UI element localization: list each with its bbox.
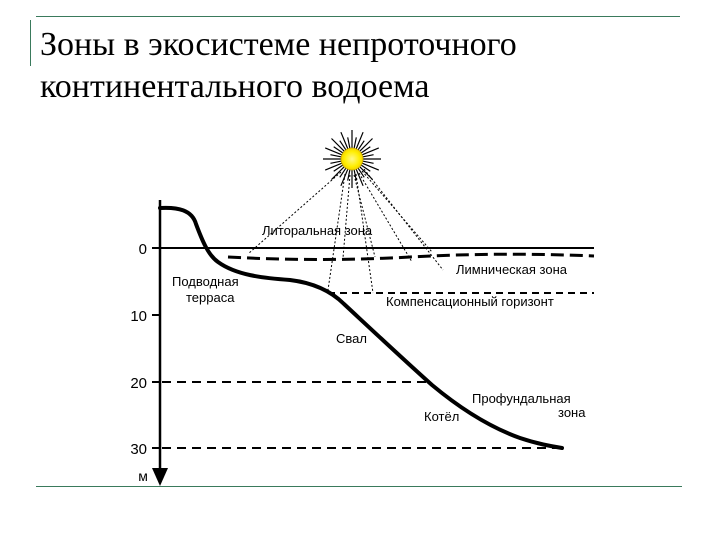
sun-ray [347, 137, 351, 150]
limnetic-zone-label: Лимническая зона [456, 262, 568, 277]
slope-label: Свал [336, 331, 367, 346]
sun-ray [357, 166, 365, 178]
limnetic-zone-boundary [227, 252, 595, 261]
sun-ray [359, 164, 371, 172]
sun-ray [324, 162, 343, 171]
sun-ray [339, 140, 347, 152]
tick-label-0: 0 [139, 241, 147, 258]
tick-label-30: 30 [130, 441, 147, 458]
profundal-label-line1: Профундальная [472, 391, 571, 406]
sun-ray [361, 154, 374, 158]
sun-ray [331, 165, 346, 180]
tick-label-10: 10 [130, 308, 147, 325]
sun-ray [331, 138, 346, 153]
sun-ray [361, 147, 380, 156]
slide-frame-bottom [36, 486, 682, 487]
sun-ray [361, 160, 374, 164]
sun-icon [323, 130, 381, 188]
sun-ray [359, 146, 371, 154]
sun-ray [358, 165, 373, 180]
lake-bottom-profile [158, 205, 564, 450]
sun-ray [353, 168, 357, 181]
axis-unit-label: м [138, 468, 148, 484]
slide-frame-left [30, 20, 31, 66]
sun-ray [340, 131, 349, 150]
terrace-label-line1: Подводная [172, 274, 239, 289]
sun-ray [324, 147, 343, 156]
sun-ray [358, 138, 373, 153]
sun-ray [355, 168, 364, 187]
title-line-2: континентального водоема [40, 68, 430, 105]
sun-ray [347, 168, 351, 181]
slide-title: Зоны в экосистеме непроточного континент… [40, 24, 680, 108]
tick-label-20: 20 [130, 375, 147, 392]
sun-ray [339, 166, 347, 178]
profundal-label-line2: зона [558, 405, 586, 420]
depth-axis: 0 10 20 30 м [130, 200, 168, 486]
sun-ray [333, 164, 345, 172]
light-rays [247, 168, 444, 294]
sun-ray [361, 162, 380, 171]
sun-ray [333, 146, 345, 154]
sun-ray [353, 137, 357, 150]
slide-frame-top [36, 16, 680, 17]
sun-ray [330, 160, 343, 164]
sun-ray [357, 140, 365, 152]
sun-ray [330, 154, 343, 158]
littoral-zone-label: Литоральная зона [262, 223, 373, 238]
sun-ray [355, 131, 364, 150]
title-line-1: Зоны в экосистеме непроточного [40, 26, 517, 63]
terrace-label-line2: терраса [186, 290, 235, 305]
compensation-horizon-label: Компенсационный горизонт [386, 294, 554, 309]
basin-label: Котёл [424, 409, 459, 424]
sun-ray [340, 168, 349, 187]
